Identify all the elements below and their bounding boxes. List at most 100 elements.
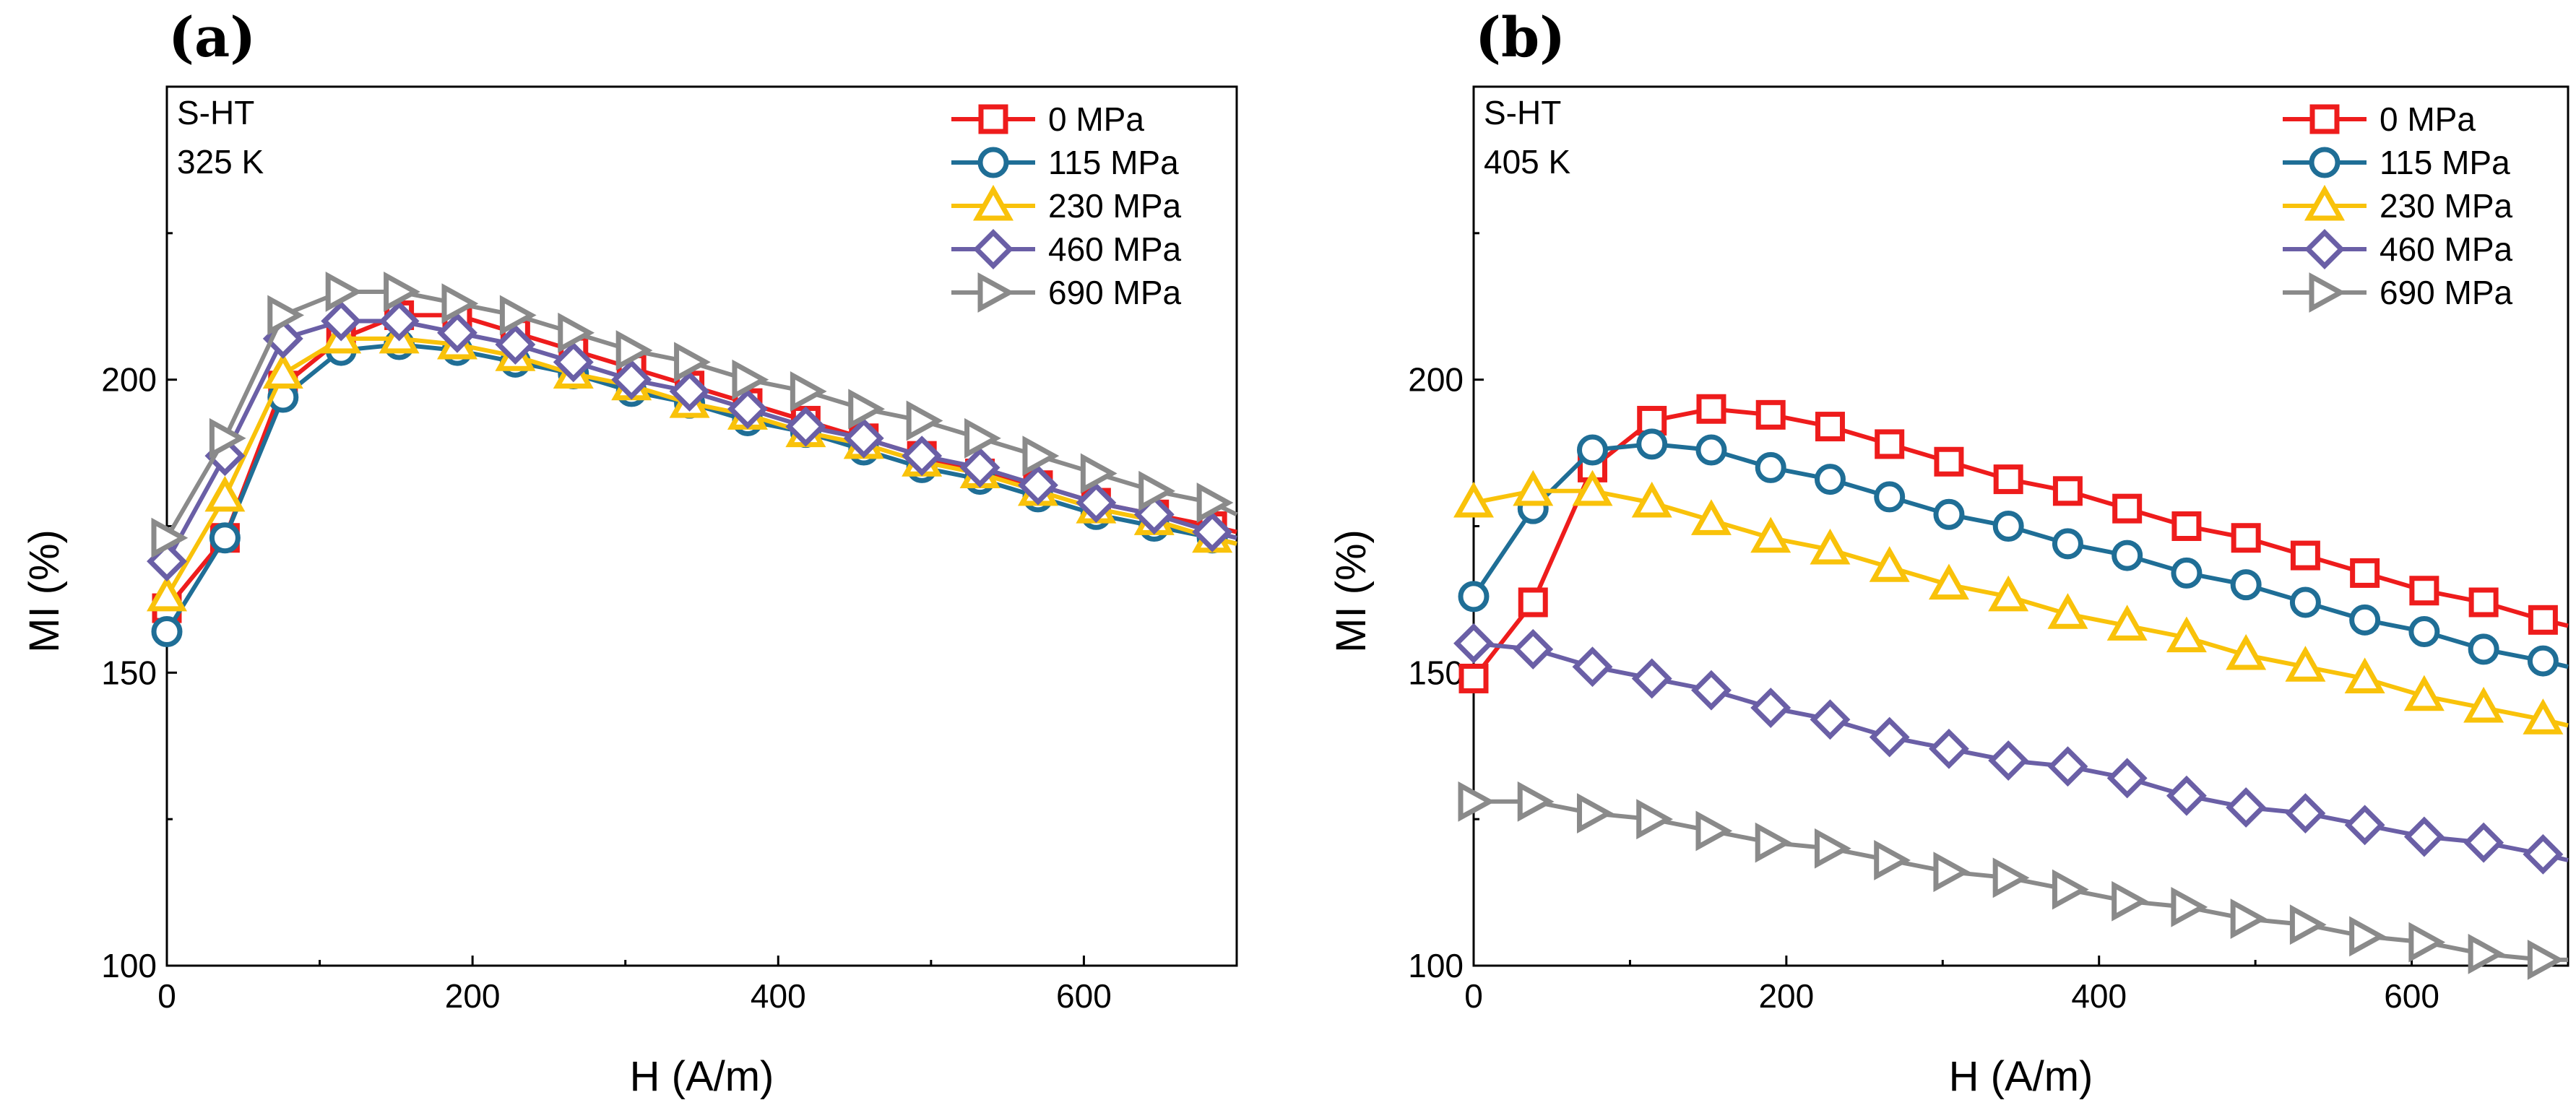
- legend-marker: [2304, 184, 2345, 221]
- data-point: [209, 522, 241, 554]
- x-tick-label: 600: [1056, 977, 1112, 1015]
- data-point: [1458, 663, 1489, 693]
- data-point: [2408, 922, 2446, 963]
- data-point: [2349, 604, 2381, 636]
- legend-marker: [973, 229, 1013, 269]
- data-point: [147, 575, 187, 612]
- data-point: [2052, 869, 2089, 910]
- data-point: [1636, 799, 1673, 840]
- data-point: [151, 616, 183, 648]
- legend-label: 0 MPa: [2380, 100, 2476, 138]
- legend-marker: [973, 184, 1013, 221]
- data-point: [1755, 822, 1792, 863]
- x-tick-label: 0: [157, 977, 176, 1015]
- data-point: [2171, 886, 2208, 927]
- data-point: [2230, 898, 2268, 940]
- data-point: [964, 417, 1001, 459]
- y-axis-title: MI (%): [21, 529, 68, 653]
- data-point: [1690, 499, 1732, 535]
- data-point: [1933, 498, 1965, 530]
- legend-item: 230 MPa: [2283, 184, 2513, 225]
- data-point: [1988, 575, 2029, 612]
- annotation-text: 405 K: [1484, 143, 1571, 181]
- data-point: [1993, 464, 2023, 495]
- legend-item: 115 MPa: [951, 144, 1179, 181]
- data-point: [843, 417, 884, 459]
- y-tick-label: 150: [1408, 654, 1464, 691]
- data-point: [1874, 840, 1911, 880]
- legend-marker: [2309, 104, 2340, 134]
- data-point: [2226, 633, 2267, 670]
- data-point: [321, 300, 362, 342]
- data-point: [2285, 646, 2326, 682]
- data-point: [441, 283, 479, 324]
- legend-item: 0 MPa: [2283, 100, 2476, 138]
- data-point: [2528, 605, 2558, 635]
- legend-label: 230 MPa: [2380, 187, 2513, 225]
- data-point: [902, 436, 943, 477]
- data-point: [1576, 434, 1608, 466]
- legend-item: 460 MPa: [2283, 229, 2513, 269]
- data-point: [1869, 546, 1910, 582]
- data-point: [2523, 833, 2564, 875]
- data-point: [1018, 464, 1058, 506]
- data-point: [2112, 880, 2148, 922]
- data-point: [669, 371, 710, 412]
- data-point: [1814, 828, 1851, 869]
- data-point: [1513, 628, 1554, 670]
- data-point: [1875, 429, 1905, 459]
- data-point: [2468, 933, 2505, 974]
- legend-item: 690 MPa: [951, 272, 1182, 313]
- data-point: [1637, 405, 1667, 436]
- series-230-mpa: [1453, 469, 2569, 735]
- data-point: [1988, 740, 2029, 781]
- x-tick-label: 600: [2384, 977, 2439, 1015]
- data-point: [1138, 470, 1176, 511]
- data-point: [2408, 616, 2440, 648]
- data-point: [2230, 569, 2262, 601]
- data-point: [1453, 623, 1494, 664]
- data-point: [1518, 587, 1548, 618]
- annotation-text: 325 K: [177, 143, 264, 181]
- panel-label: (b): [1475, 5, 1565, 69]
- data-point: [2523, 698, 2564, 735]
- legend-label: 460 MPa: [1048, 230, 1182, 268]
- legend-label: 690 MPa: [2380, 274, 2513, 311]
- legend-item: 0 MPa: [951, 100, 1144, 138]
- data-point: [2344, 805, 2385, 846]
- data-point: [1572, 646, 1613, 688]
- data-point: [151, 517, 189, 558]
- data-point: [1022, 436, 1060, 477]
- data-point: [1080, 453, 1118, 494]
- data-point: [1458, 781, 1495, 822]
- data-point: [2349, 916, 2386, 957]
- data-point: [2052, 476, 2083, 506]
- data-point: [959, 447, 1000, 488]
- data-point: [2289, 586, 2321, 618]
- legend-label: 690 MPa: [1048, 274, 1182, 311]
- data-point: [2289, 904, 2327, 945]
- y-tick-label: 200: [101, 361, 157, 399]
- legend-item: 115 MPa: [2283, 144, 2510, 181]
- data-point: [2231, 523, 2261, 553]
- series-690-mpa: [1458, 781, 2568, 980]
- data-point: [379, 300, 420, 342]
- data-point: [1513, 469, 1554, 506]
- panel-label: (a): [168, 5, 256, 69]
- data-point: [2226, 787, 2267, 828]
- series-0-mpa: [1458, 394, 2569, 693]
- data-point: [1631, 481, 1672, 518]
- data-point: [325, 272, 363, 312]
- data-point: [1750, 688, 1791, 728]
- data-point: [1576, 793, 1614, 833]
- data-point: [1810, 528, 1851, 565]
- legend-marker: [977, 272, 1015, 313]
- annotation-text: S-HT: [177, 94, 254, 131]
- data-point: [2106, 758, 2148, 799]
- legend-marker: [978, 104, 1008, 134]
- data-point: [1192, 511, 1233, 553]
- legend-item: 460 MPa: [951, 229, 1182, 269]
- y-tick-label: 200: [1408, 361, 1464, 399]
- series-460-mpa: [1453, 623, 2569, 875]
